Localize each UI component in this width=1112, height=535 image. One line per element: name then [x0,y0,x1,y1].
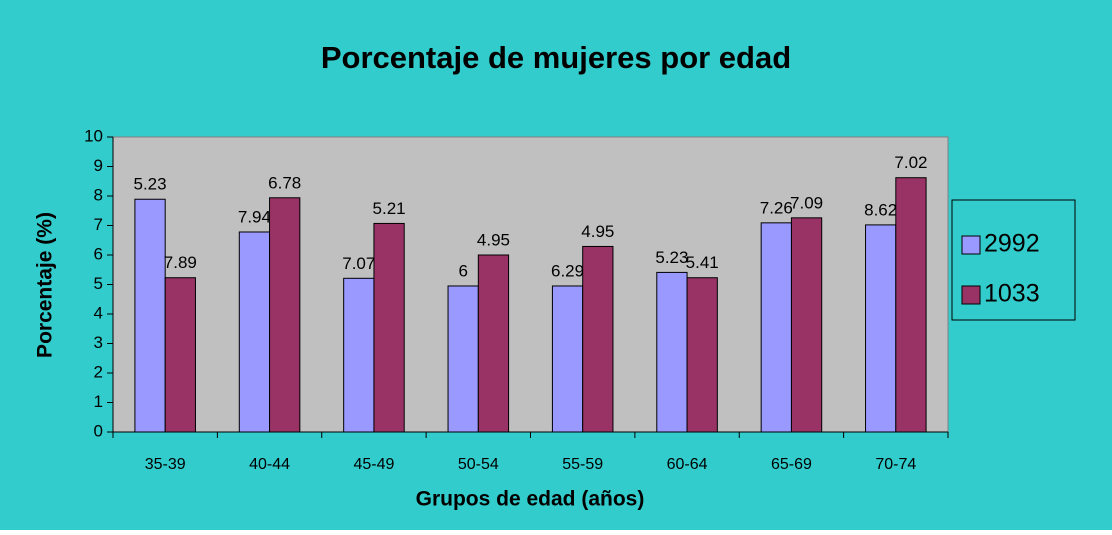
bar [373,222,405,433]
y-tick-label: 0 [94,421,103,440]
legend-label: 2992 [984,230,1040,258]
legend [951,199,1076,321]
x-tick-label: 65-69 [771,456,812,473]
bar [582,245,614,433]
bar [895,177,927,433]
data-label: 5.41 [686,253,719,272]
data-label: 6 [458,261,467,280]
x-axis-label: Grupos de edad (años) [416,488,645,511]
data-label: 6.29 [551,261,584,280]
plot-area [112,136,949,433]
y-tick-label: 3 [94,333,103,352]
bar [865,224,897,433]
bar [447,285,479,433]
bar [551,285,584,433]
bar [760,222,792,433]
bar [269,197,301,433]
data-label: 5.23 [655,248,688,267]
data-label: 5.21 [373,199,406,218]
y-tick-label: 7 [94,215,103,234]
data-label: 7.07 [342,254,375,273]
x-tick-label: 35-39 [145,456,186,473]
y-tick-label: 2 [94,362,103,381]
y-tick-label: 4 [94,303,103,322]
bar [656,271,688,433]
bar [134,198,166,433]
y-tick-label: 10 [84,126,103,145]
x-tick-label: 40-44 [249,456,290,473]
bar [477,254,510,433]
legend-swatch [961,235,981,255]
data-label: 5.23 [134,175,167,194]
data-label: 7.09 [790,193,823,212]
y-axis-label: Porcentaje (%) [34,212,57,358]
y-tick-label: 8 [94,185,103,204]
x-tick-label: 60-64 [667,456,708,473]
bar [343,277,375,433]
data-label: 7.02 [894,153,927,172]
chart-title: Porcentaje de mujeres por edad [321,40,791,75]
data-label: 7.89 [164,253,197,272]
data-label: 7.94 [238,207,271,226]
x-tick-label: 45-49 [353,456,394,473]
bar [686,277,718,433]
legend-swatch [961,285,981,305]
y-tick-label: 1 [94,392,103,411]
x-tick-label: 50-54 [458,456,499,473]
x-tick-label: 55-59 [562,456,603,473]
y-tick-label: 6 [94,244,103,263]
data-label: 4.95 [581,222,614,241]
data-label: 7.26 [760,198,793,217]
data-label: 8.62 [864,200,897,219]
bar [164,277,196,433]
y-tick-label: 5 [94,274,103,293]
data-label: 4.95 [477,230,510,249]
legend-label: 1033 [984,280,1040,308]
bar [238,231,271,433]
x-tick-label: 70-74 [875,456,916,473]
y-tick-label: 9 [94,156,103,175]
bar [790,217,823,433]
data-label: 6.78 [268,173,301,192]
